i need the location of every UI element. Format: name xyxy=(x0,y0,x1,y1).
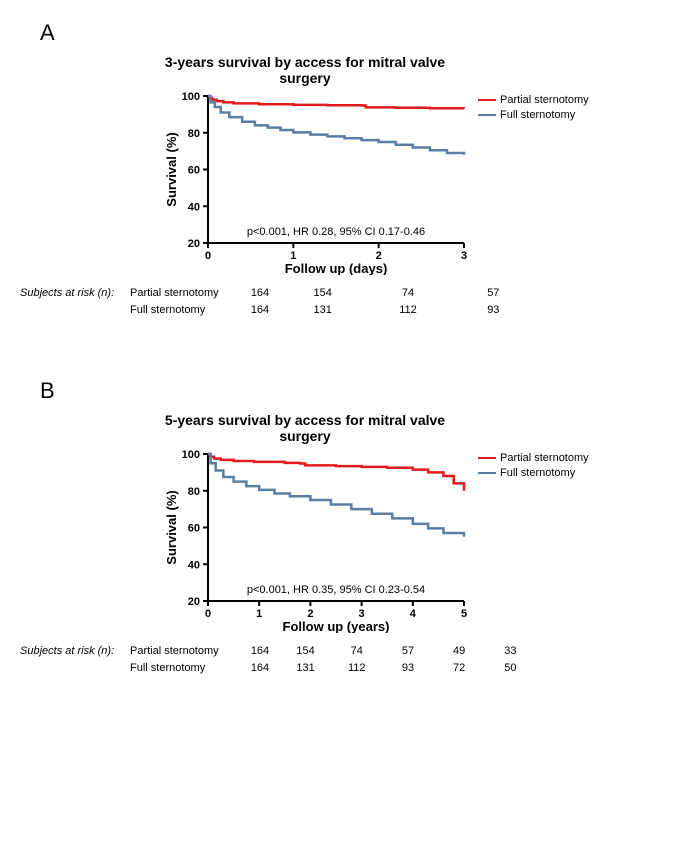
svg-text:0: 0 xyxy=(205,608,211,620)
legend-label: Full sternotomy xyxy=(500,109,575,121)
panel-b: B 5-years survival by access for mitral v… xyxy=(40,378,677,676)
at-risk-row-name: Partial sternotomy xyxy=(130,285,240,302)
legend: Partial sternotomy Full sternotomy xyxy=(478,452,589,482)
legend-swatch xyxy=(478,472,496,475)
at-risk-row-name: Partial sternotomy xyxy=(130,643,240,660)
x-axis-label: Follow up (years) xyxy=(283,619,390,633)
svg-text:20: 20 xyxy=(188,238,200,250)
legend-label: Partial sternotomy xyxy=(500,94,589,106)
at-risk-row-name: Full sternotomy xyxy=(130,660,240,677)
legend: Partial sternotomy Full sternotomy xyxy=(478,94,589,124)
chart-title: 3-years survival by access for mitral va… xyxy=(150,54,460,86)
at-risk-value: 164 xyxy=(240,285,280,302)
x-axis-label: Follow up (days) xyxy=(285,261,388,275)
panel-letter: B xyxy=(40,378,677,404)
svg-text:0: 0 xyxy=(205,250,211,262)
stats-text: p<0.001, HR 0.35, 95% CI 0.23-0.54 xyxy=(247,584,425,596)
svg-text:40: 40 xyxy=(188,201,200,213)
legend-swatch xyxy=(478,114,496,117)
at-risk-value: 74 xyxy=(365,285,450,302)
svg-text:60: 60 xyxy=(188,523,200,535)
legend-item: Partial sternotomy xyxy=(478,452,589,464)
at-risk-value: 33 xyxy=(485,643,536,660)
stats-text: p<0.001, HR 0.28, 95% CI 0.17-0.46 xyxy=(247,226,425,238)
at-risk-value: 112 xyxy=(365,302,450,319)
chart-container: 3-years survival by access for mitral va… xyxy=(160,54,677,275)
svg-text:5: 5 xyxy=(461,608,467,620)
svg-text:100: 100 xyxy=(182,449,200,461)
legend-swatch xyxy=(478,99,496,102)
panel-a: A 3-years survival by access for mitral v… xyxy=(40,20,677,318)
at-risk-value: 50 xyxy=(485,660,536,677)
panel-letter: A xyxy=(40,20,677,46)
at-risk-table: Subjects at risk (n):Partial sternotomy1… xyxy=(20,285,677,318)
legend-item: Full sternotomy xyxy=(478,467,589,479)
at-risk-label: Subjects at risk (n): xyxy=(20,643,130,660)
at-risk-value: 57 xyxy=(451,285,536,302)
svg-text:40: 40 xyxy=(188,559,200,571)
at-risk-value: 164 xyxy=(240,660,280,677)
y-axis-label: Survival (%) xyxy=(164,132,179,206)
svg-text:60: 60 xyxy=(188,165,200,177)
svg-text:80: 80 xyxy=(188,128,200,140)
y-axis-label: Survival (%) xyxy=(164,490,179,564)
svg-text:3: 3 xyxy=(461,250,467,262)
svg-text:80: 80 xyxy=(188,486,200,498)
legend-label: Partial sternotomy xyxy=(500,452,589,464)
at-risk-value: 154 xyxy=(280,643,331,660)
km-plot: 20406080100012345Survival (%)Follow up (… xyxy=(160,448,470,633)
at-risk-value: 74 xyxy=(331,643,382,660)
at-risk-value: 164 xyxy=(240,302,280,319)
at-risk-value: 131 xyxy=(280,660,331,677)
at-risk-value: 112 xyxy=(331,660,382,677)
legend-item: Partial sternotomy xyxy=(478,94,589,106)
chart-title: 5-years survival by access for mitral va… xyxy=(150,412,460,444)
legend-swatch xyxy=(478,457,496,460)
km-plot: 204060801000123Survival (%)Follow up (da… xyxy=(160,90,470,275)
chart-container: 5-years survival by access for mitral va… xyxy=(160,412,677,633)
at-risk-table: Subjects at risk (n):Partial sternotomy1… xyxy=(20,643,677,676)
svg-text:20: 20 xyxy=(188,596,200,608)
svg-text:1: 1 xyxy=(256,608,262,620)
at-risk-value: 72 xyxy=(434,660,485,677)
at-risk-value: 154 xyxy=(280,285,365,302)
at-risk-value: 164 xyxy=(240,643,280,660)
at-risk-label: Subjects at risk (n): xyxy=(20,285,130,302)
series-line xyxy=(208,96,464,108)
at-risk-value: 49 xyxy=(434,643,485,660)
at-risk-value: 57 xyxy=(382,643,433,660)
at-risk-row-name: Full sternotomy xyxy=(130,302,240,319)
svg-text:4: 4 xyxy=(410,608,417,620)
at-risk-value: 93 xyxy=(382,660,433,677)
legend-label: Full sternotomy xyxy=(500,467,575,479)
svg-text:100: 100 xyxy=(182,91,200,103)
at-risk-value: 93 xyxy=(451,302,536,319)
at-risk-value: 131 xyxy=(280,302,365,319)
legend-item: Full sternotomy xyxy=(478,109,589,121)
